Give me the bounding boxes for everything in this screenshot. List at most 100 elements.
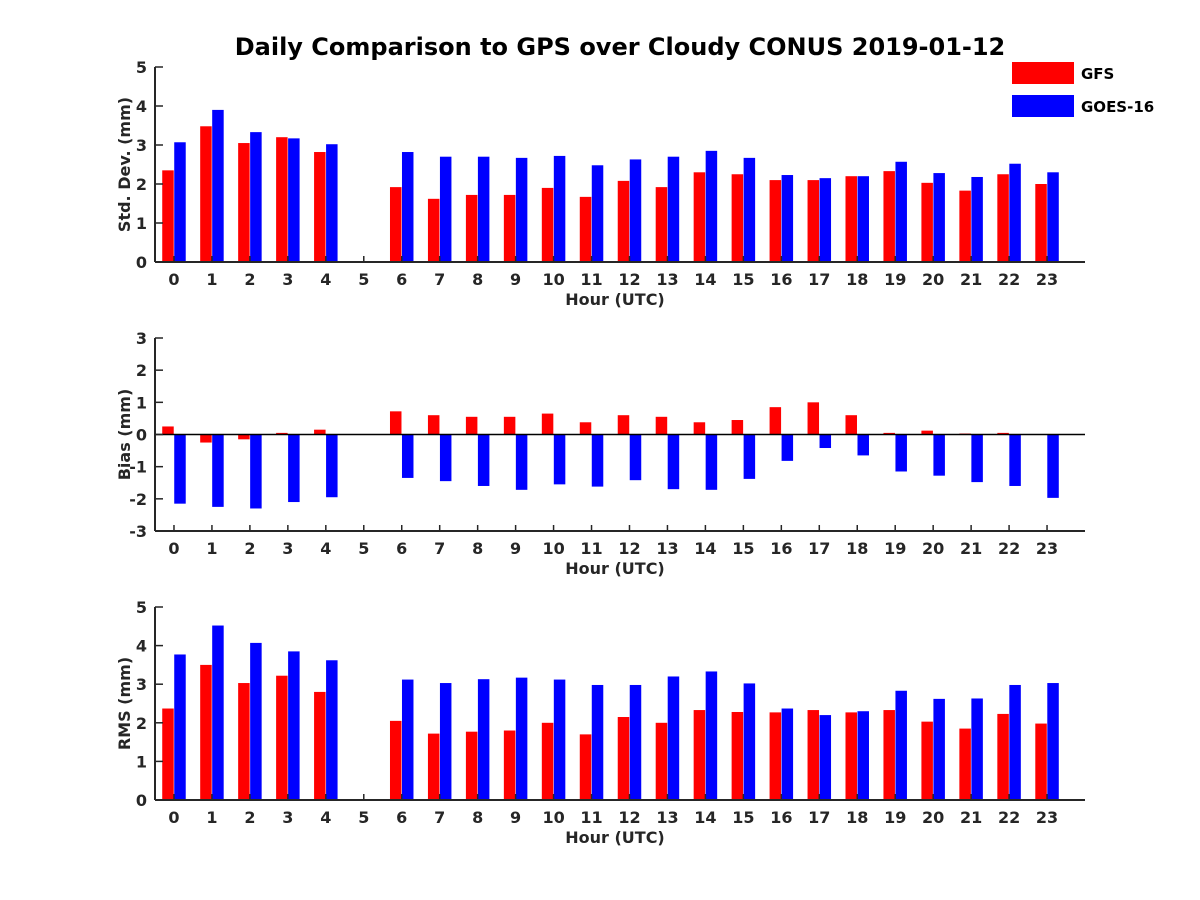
bias-bar-gfs-0 xyxy=(162,426,174,435)
rms-y-tick-label: 5 xyxy=(136,598,147,617)
std-dev-bar-gfs-6 xyxy=(389,187,402,262)
rms-x-tick-label: 10 xyxy=(542,808,564,827)
std-dev-y-tick-label: 5 xyxy=(136,58,147,77)
bias-bar-goes16-16 xyxy=(781,434,794,461)
std-dev-bar-gfs-11 xyxy=(579,196,592,262)
std-dev-y-tick-label: 4 xyxy=(136,97,147,116)
rms-y-tick-label: 4 xyxy=(136,637,147,656)
bias-bar-goes16-18 xyxy=(857,434,869,456)
bias-bar-gfs-15 xyxy=(731,420,744,435)
bias-bar-goes16-13 xyxy=(667,434,680,490)
std-dev-bar-goes16-21 xyxy=(971,176,983,262)
rms-bar-goes16-23 xyxy=(1047,683,1059,800)
rms-y-tick-label: 2 xyxy=(136,714,147,733)
std-dev-x-tick-label: 10 xyxy=(542,270,564,289)
std-dev-bar-gfs-17 xyxy=(807,180,820,262)
rms-bar-gfs-23 xyxy=(1035,723,1047,800)
rms-bar-gfs-11 xyxy=(579,734,592,800)
bias-bar-goes16-21 xyxy=(971,434,983,483)
std-dev-x-tick-label: 17 xyxy=(808,270,830,289)
rms-bar-gfs-17 xyxy=(807,710,820,800)
bias-x-tick-label: 3 xyxy=(282,539,293,558)
bias-x-tick-label: 11 xyxy=(580,539,602,558)
rms-bar-gfs-15 xyxy=(731,711,744,800)
std-dev-x-tick-label: 16 xyxy=(770,270,792,289)
rms-bar-goes16-0 xyxy=(174,654,186,800)
rms-x-tick-label: 13 xyxy=(656,808,678,827)
bias-y-tick-label: 1 xyxy=(136,393,147,412)
rms-bar-gfs-19 xyxy=(883,710,895,800)
rms-bar-goes16-3 xyxy=(288,651,300,800)
bias-bar-gfs-4 xyxy=(314,429,326,435)
rms-bar-goes16-14 xyxy=(705,671,718,800)
rms-bar-goes16-18 xyxy=(857,711,869,800)
rms-bar-goes16-22 xyxy=(1009,684,1021,800)
bias-x-tick-label: 21 xyxy=(960,539,982,558)
legend-label-goes16: GOES-16 xyxy=(1081,98,1154,116)
std-dev-bar-goes16-0 xyxy=(174,142,186,262)
bias-x-tick-label: 10 xyxy=(542,539,564,558)
std-dev-y-tick-label: 2 xyxy=(136,175,147,194)
bias-y-tick-label: 2 xyxy=(136,361,147,380)
bias-x-tick-label: 6 xyxy=(396,539,407,558)
rms-bar-goes16-19 xyxy=(895,690,907,800)
rms-bar-goes16-21 xyxy=(971,698,983,800)
bias-bar-gfs-14 xyxy=(693,422,706,435)
bias-bar-goes16-11 xyxy=(591,434,604,487)
std-dev-bar-goes16-9 xyxy=(515,157,528,262)
rms-x-tick-label: 22 xyxy=(998,808,1020,827)
rms-bar-goes16-1 xyxy=(212,625,224,800)
std-dev-x-tick-label: 20 xyxy=(922,270,944,289)
rms-x-tick-label: 15 xyxy=(732,808,754,827)
bias-bar-gfs-9 xyxy=(503,416,516,435)
rms-bar-gfs-18 xyxy=(845,712,857,800)
std-dev-bar-goes16-1 xyxy=(212,109,224,263)
std-dev-bar-goes16-20 xyxy=(933,173,945,262)
bias-bar-goes16-14 xyxy=(705,434,718,490)
bias-bar-goes16-1 xyxy=(212,434,224,507)
bias-x-tick-label: 17 xyxy=(808,539,830,558)
rms-x-tick-label: 12 xyxy=(618,808,640,827)
std-dev-bar-gfs-19 xyxy=(883,171,895,262)
rms-x-tick-label: 0 xyxy=(168,808,179,827)
std-dev-bar-goes16-22 xyxy=(1009,163,1021,262)
bias-x-tick-label: 22 xyxy=(998,539,1020,558)
rms-x-tick-label: 7 xyxy=(434,808,445,827)
std-dev-bar-gfs-13 xyxy=(655,187,668,262)
std-dev-bar-goes16-4 xyxy=(326,144,338,262)
rms-y-axis-title: RMS (mm) xyxy=(115,657,134,750)
bias-bar-goes16-22 xyxy=(1009,434,1021,486)
bias-x-tick-label: 7 xyxy=(434,539,445,558)
bias-bar-gfs-11 xyxy=(579,422,592,435)
rms-x-tick-label: 14 xyxy=(694,808,716,827)
bias-x-tick-label: 2 xyxy=(244,539,255,558)
bias-x-tick-label: 9 xyxy=(510,539,521,558)
bias-bar-goes16-6 xyxy=(401,434,414,478)
std-dev-x-tick-label: 12 xyxy=(618,270,640,289)
std-dev-x-tick-label: 18 xyxy=(846,270,868,289)
rms-bar-goes16-16 xyxy=(781,708,794,800)
rms-x-tick-label: 21 xyxy=(960,808,982,827)
rms-bar-goes16-10 xyxy=(553,679,566,800)
rms-bar-gfs-16 xyxy=(769,712,782,800)
std-dev-y-tick-label: 1 xyxy=(136,214,147,233)
std-dev-bar-gfs-10 xyxy=(541,187,554,262)
rms-x-tick-label: 5 xyxy=(358,808,369,827)
rms-x-tick-label: 23 xyxy=(1036,808,1058,827)
std-dev-bar-goes16-23 xyxy=(1047,172,1059,262)
rms-bar-gfs-4 xyxy=(314,691,326,800)
rms-bar-gfs-14 xyxy=(693,710,706,800)
std-dev-x-tick-label: 1 xyxy=(206,270,217,289)
std-dev-x-tick-label: 9 xyxy=(510,270,521,289)
bias-bar-gfs-8 xyxy=(465,416,478,435)
bias-bar-goes16-0 xyxy=(174,434,186,504)
rms-bar-gfs-9 xyxy=(503,730,516,800)
std-dev-x-tick-label: 4 xyxy=(320,270,331,289)
rms-x-tick-label: 6 xyxy=(396,808,407,827)
rms-y-tick-label: 1 xyxy=(136,752,147,771)
rms-x-tick-label: 11 xyxy=(580,808,602,827)
rms-bar-gfs-22 xyxy=(997,713,1009,800)
bias-bar-gfs-19 xyxy=(883,432,895,435)
rms-x-tick-label: 4 xyxy=(320,808,331,827)
